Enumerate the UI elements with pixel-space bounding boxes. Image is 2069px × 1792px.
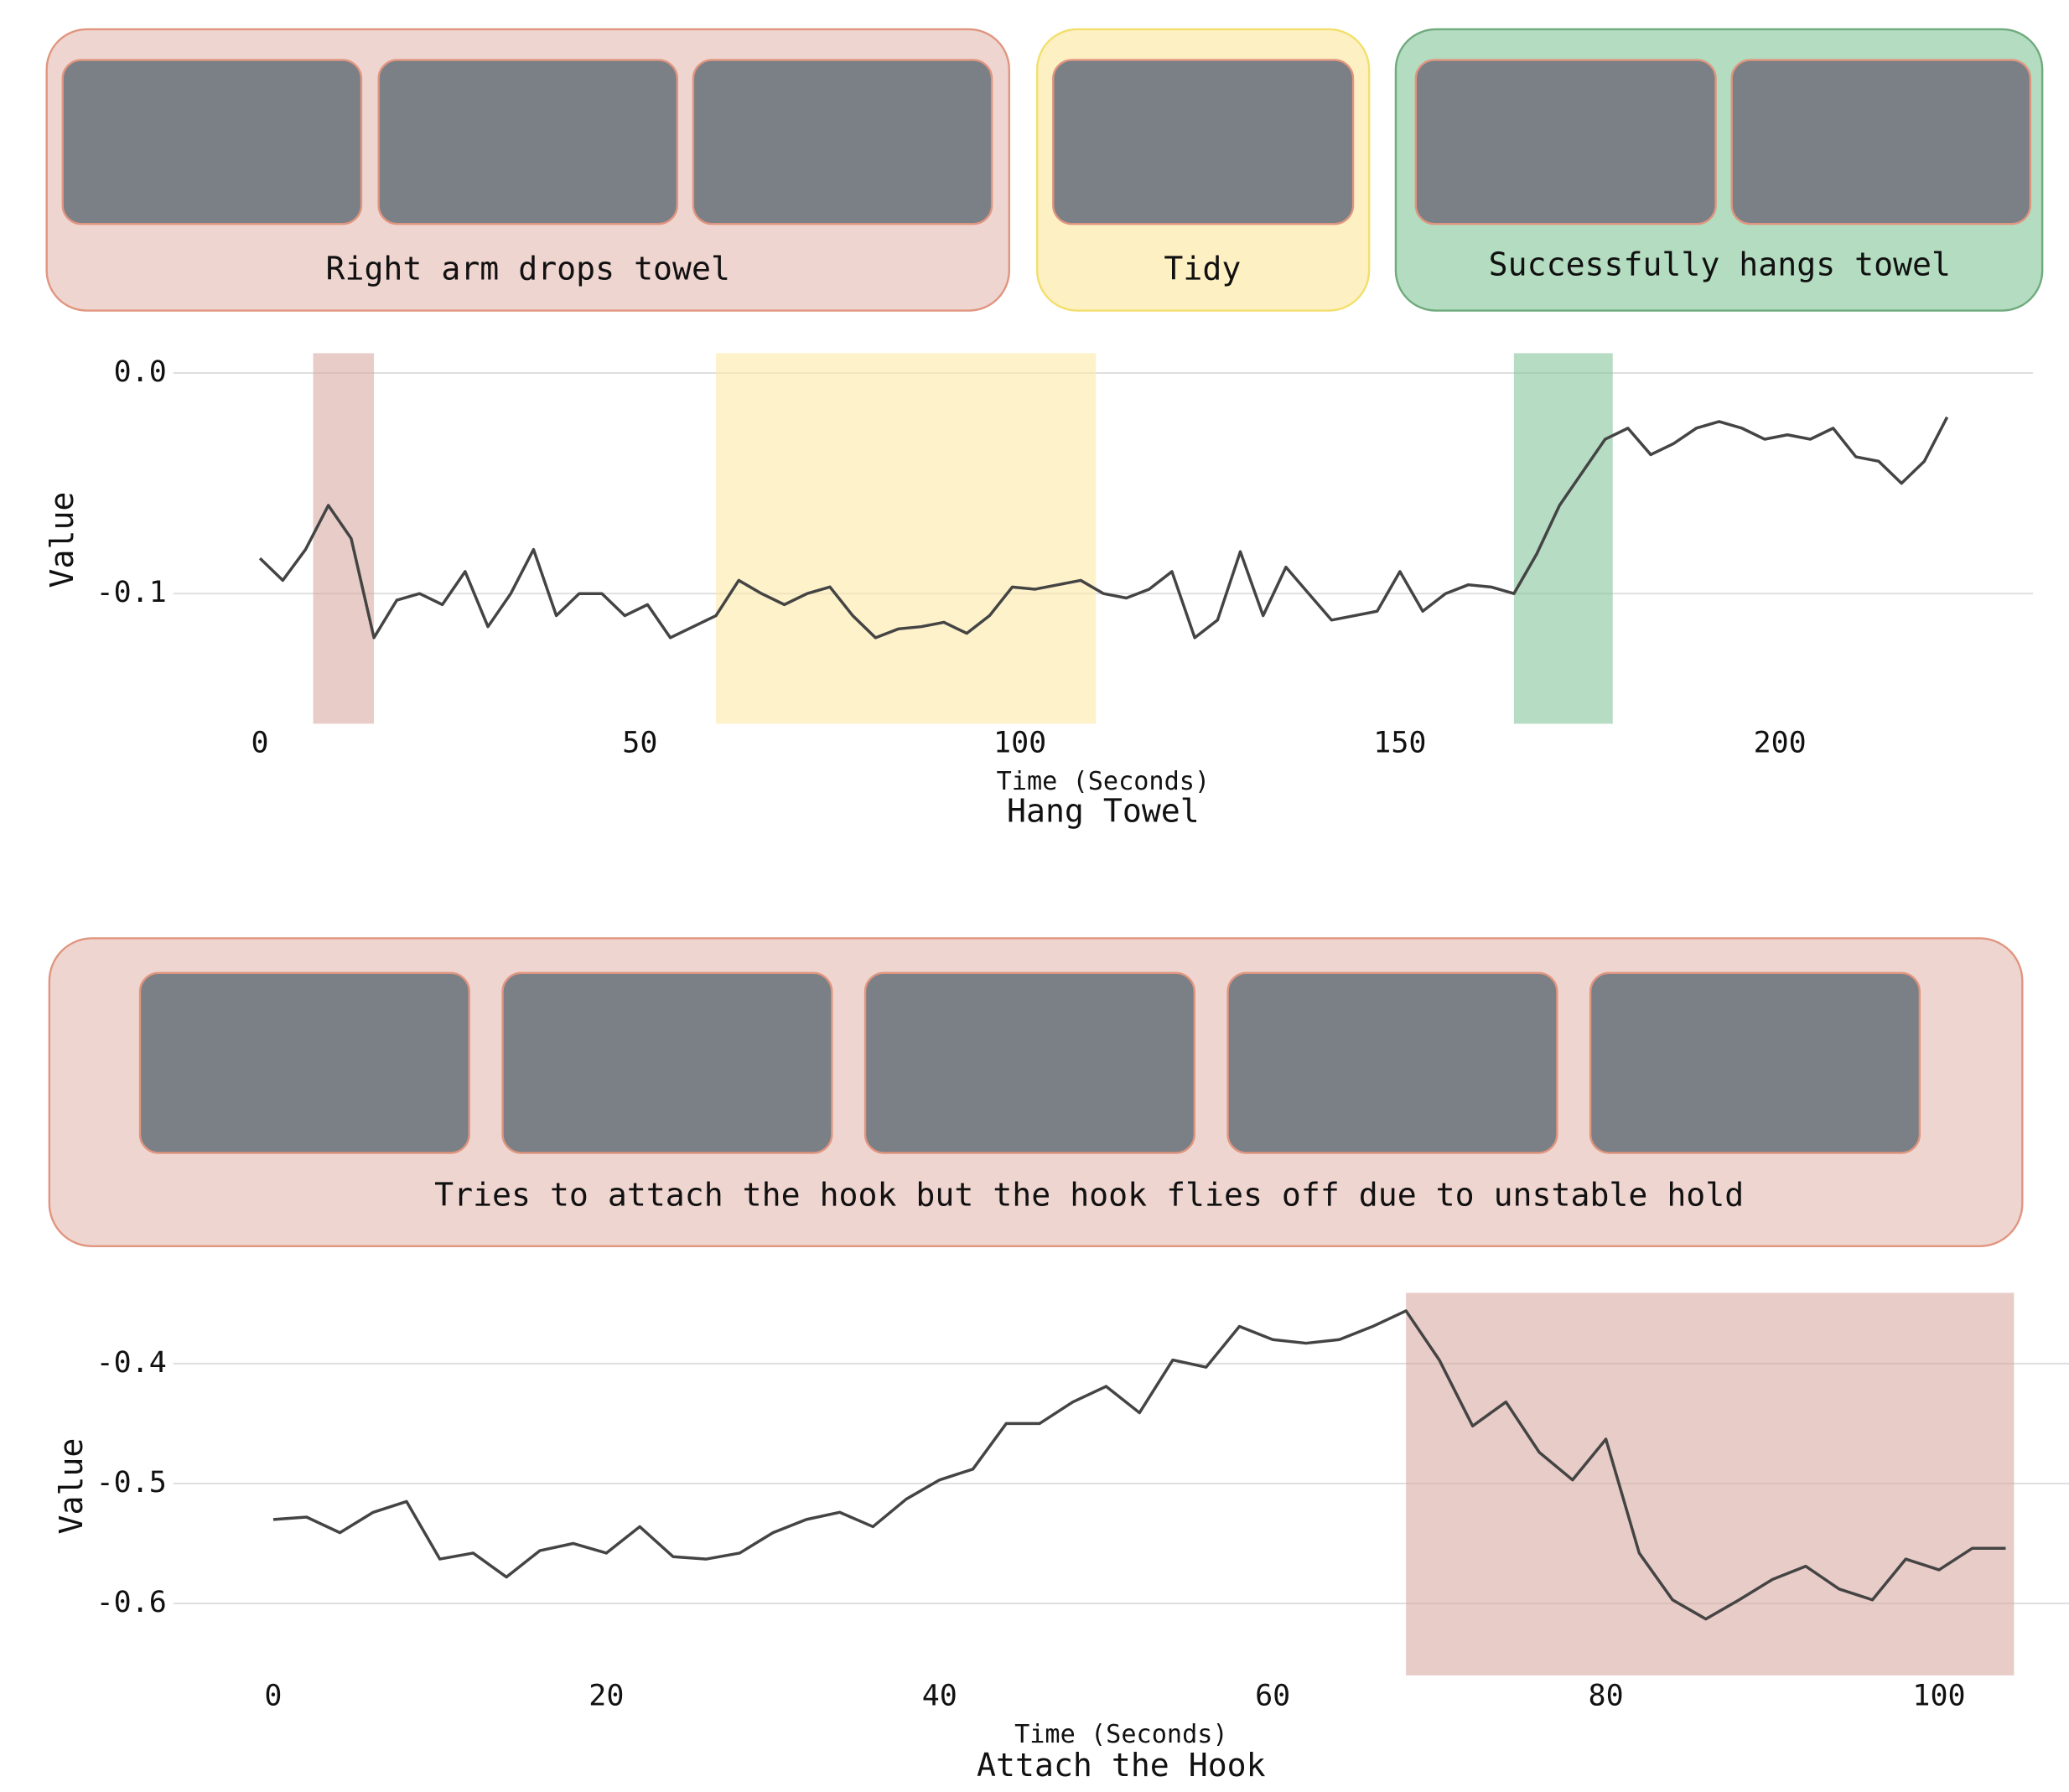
x-tick-label: 100: [993, 726, 1046, 759]
highlight-region: [1406, 1292, 2015, 1675]
panel-caption: Successfully hangs towel: [1489, 246, 1951, 283]
x-tick-label: 80: [1589, 1679, 1624, 1712]
highlight-region: [313, 353, 375, 724]
highlight-region: [1513, 353, 1613, 724]
panel-drop: Right arm drops towel: [45, 28, 1010, 312]
x-tick-label: 200: [1754, 726, 1807, 759]
x-tick-label: 60: [1255, 1679, 1290, 1712]
x-tick-label: 0: [264, 1679, 282, 1712]
highlight-region: [716, 353, 1097, 724]
x-axis-label: Time (Seconds): [1014, 1720, 1228, 1749]
panel-hook: Tries to attach the hook but the hook fl…: [48, 937, 2024, 1248]
y-tick-label: -0.4: [96, 1346, 167, 1380]
x-tick-label: 100: [1912, 1679, 1965, 1712]
x-tick-label: 0: [251, 726, 269, 759]
y-tick-label: -0.6: [96, 1586, 167, 1619]
x-tick-label: 150: [1373, 726, 1426, 759]
y-tick-label: -0.1: [96, 576, 167, 609]
x-axis-label: Time (Seconds): [997, 767, 1211, 796]
x-tick-label: 20: [589, 1679, 624, 1712]
data-line: [272, 1309, 2006, 1621]
y-tick-label: 0.0: [114, 355, 167, 389]
panel-caption: Tidy: [1164, 250, 1241, 287]
y-axis-label: Value: [53, 1438, 90, 1535]
x-tick-label: 40: [922, 1679, 957, 1712]
panel-hang: Successfully hangs towel: [1394, 28, 2044, 312]
x-tick-label: 50: [622, 726, 657, 759]
y-axis-label: Value: [44, 492, 80, 588]
y-tick-label: -0.5: [96, 1466, 167, 1499]
chart-title: Hang Towel: [1007, 793, 1200, 830]
data-line: [258, 416, 1949, 640]
panel-caption: Tries to attach the hook but the hook fl…: [434, 1176, 1744, 1213]
chart-title: Attach the Hook: [977, 1747, 1266, 1784]
panel-tidy: Tidy: [1035, 28, 1371, 312]
panel-caption: Right arm drops towel: [326, 250, 730, 287]
